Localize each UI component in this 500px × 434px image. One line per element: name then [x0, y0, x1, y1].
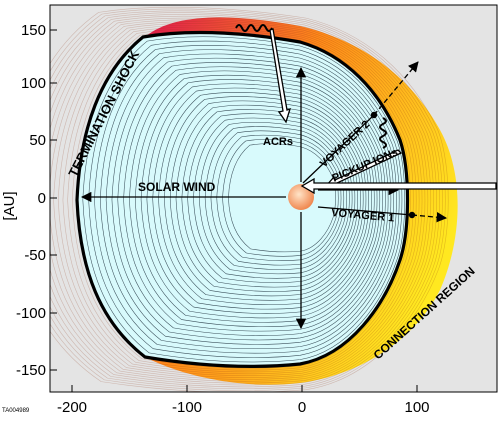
y-tick-label: -100 — [16, 305, 46, 322]
contour-line — [83, 37, 405, 362]
heliosheath-stripe — [49, 22, 425, 378]
contour-line — [182, 109, 358, 287]
contour-line — [129, 71, 382, 327]
contour-line — [205, 127, 346, 270]
contour-line — [112, 58, 391, 340]
y-tick-label: 150 — [21, 22, 46, 39]
voyager2-position — [370, 111, 378, 119]
acr-wave — [235, 24, 273, 32]
sun-icon — [288, 184, 314, 210]
heliosheath-stripe — [39, 18, 430, 381]
interstellar-inflow-arrow — [300, 177, 497, 195]
pickup-ions-wave — [379, 117, 387, 149]
x-axis: -200 -100 0 100 — [57, 385, 430, 416]
contour-line — [118, 62, 388, 335]
contour-line — [147, 84, 374, 314]
contour-line — [124, 67, 386, 331]
contour-line — [188, 114, 355, 283]
solar-wind-label: SOLAR WIND — [138, 180, 216, 194]
contour-line — [170, 101, 363, 296]
heliosheath-stripe — [35, 16, 434, 383]
contour-line — [164, 97, 366, 301]
voyager1-trajectory — [317, 206, 448, 223]
x-tick-label: 0 — [298, 399, 306, 416]
heliosheath-stripe — [25, 13, 439, 387]
contour-line — [217, 135, 341, 261]
contour-line — [100, 50, 396, 349]
voyager2-trajectory — [302, 61, 419, 184]
termination-shock-boundary — [77, 32, 408, 367]
heliosheath-stripe — [54, 23, 423, 375]
contour-line — [159, 92, 369, 304]
y-axis-label: [AU] — [1, 191, 18, 220]
y-axis: 150 100 50 0 -50 -100 -150 [AU] — [1, 22, 57, 379]
x-tick-label: 100 — [404, 399, 429, 416]
x-tick-label: -200 — [57, 399, 87, 416]
contour-line — [193, 118, 352, 278]
solar-wind-contours — [83, 37, 405, 362]
heliosheath-stripe — [16, 9, 445, 391]
y-tick-label: 50 — [29, 132, 46, 149]
heliosheath-stripe — [68, 29, 414, 370]
contour-line — [106, 54, 394, 345]
y-tick-label: 100 — [21, 75, 46, 92]
solar-wind-arrows — [80, 66, 400, 330]
heliosheath-stripe — [58, 25, 419, 374]
contour-line — [94, 45, 399, 353]
heliosheath-stripes — [11, 7, 448, 392]
x-tick-label: -100 — [172, 399, 202, 416]
contour-line — [135, 75, 380, 322]
heliosheath-stripe — [11, 7, 448, 392]
heliosheath-stripe — [72, 31, 410, 369]
y-tick-label: -150 — [16, 362, 46, 379]
contour-line — [141, 80, 377, 318]
y-tick-label: 0 — [38, 190, 46, 207]
termination-shock-line — [75, 30, 410, 369]
contour-line — [211, 131, 344, 265]
heliosheath-stripe — [30, 14, 437, 385]
voyager1-label: VOYAGER 1 — [331, 207, 395, 224]
contour-line — [153, 88, 372, 309]
heliosheath-stripe — [44, 20, 428, 380]
voyager1-position — [408, 211, 416, 219]
heliosheath-stripe — [21, 11, 443, 389]
acrs-label: ACRs — [263, 136, 293, 148]
heliosheath-stripe — [63, 27, 416, 372]
figure-id: TA004989 — [2, 408, 30, 414]
acr-arrow — [269, 28, 291, 124]
contour-line — [89, 41, 402, 358]
y-tick-label: -50 — [24, 247, 46, 264]
contour-line — [176, 105, 360, 291]
contour-line — [199, 122, 349, 274]
